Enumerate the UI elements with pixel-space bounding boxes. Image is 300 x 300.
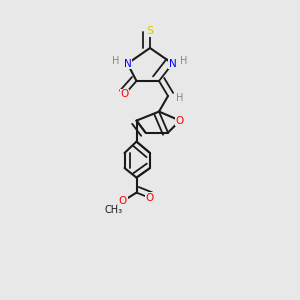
Text: H: H [176, 93, 183, 103]
Text: O: O [146, 193, 154, 203]
Text: O: O [119, 196, 127, 206]
Text: S: S [146, 26, 154, 37]
Text: N: N [124, 58, 131, 69]
Text: CH₃: CH₃ [104, 205, 122, 215]
Text: O: O [176, 116, 184, 126]
Text: H: H [112, 56, 120, 66]
Text: N: N [169, 58, 176, 69]
Text: O: O [120, 89, 129, 100]
Text: H: H [180, 56, 188, 66]
